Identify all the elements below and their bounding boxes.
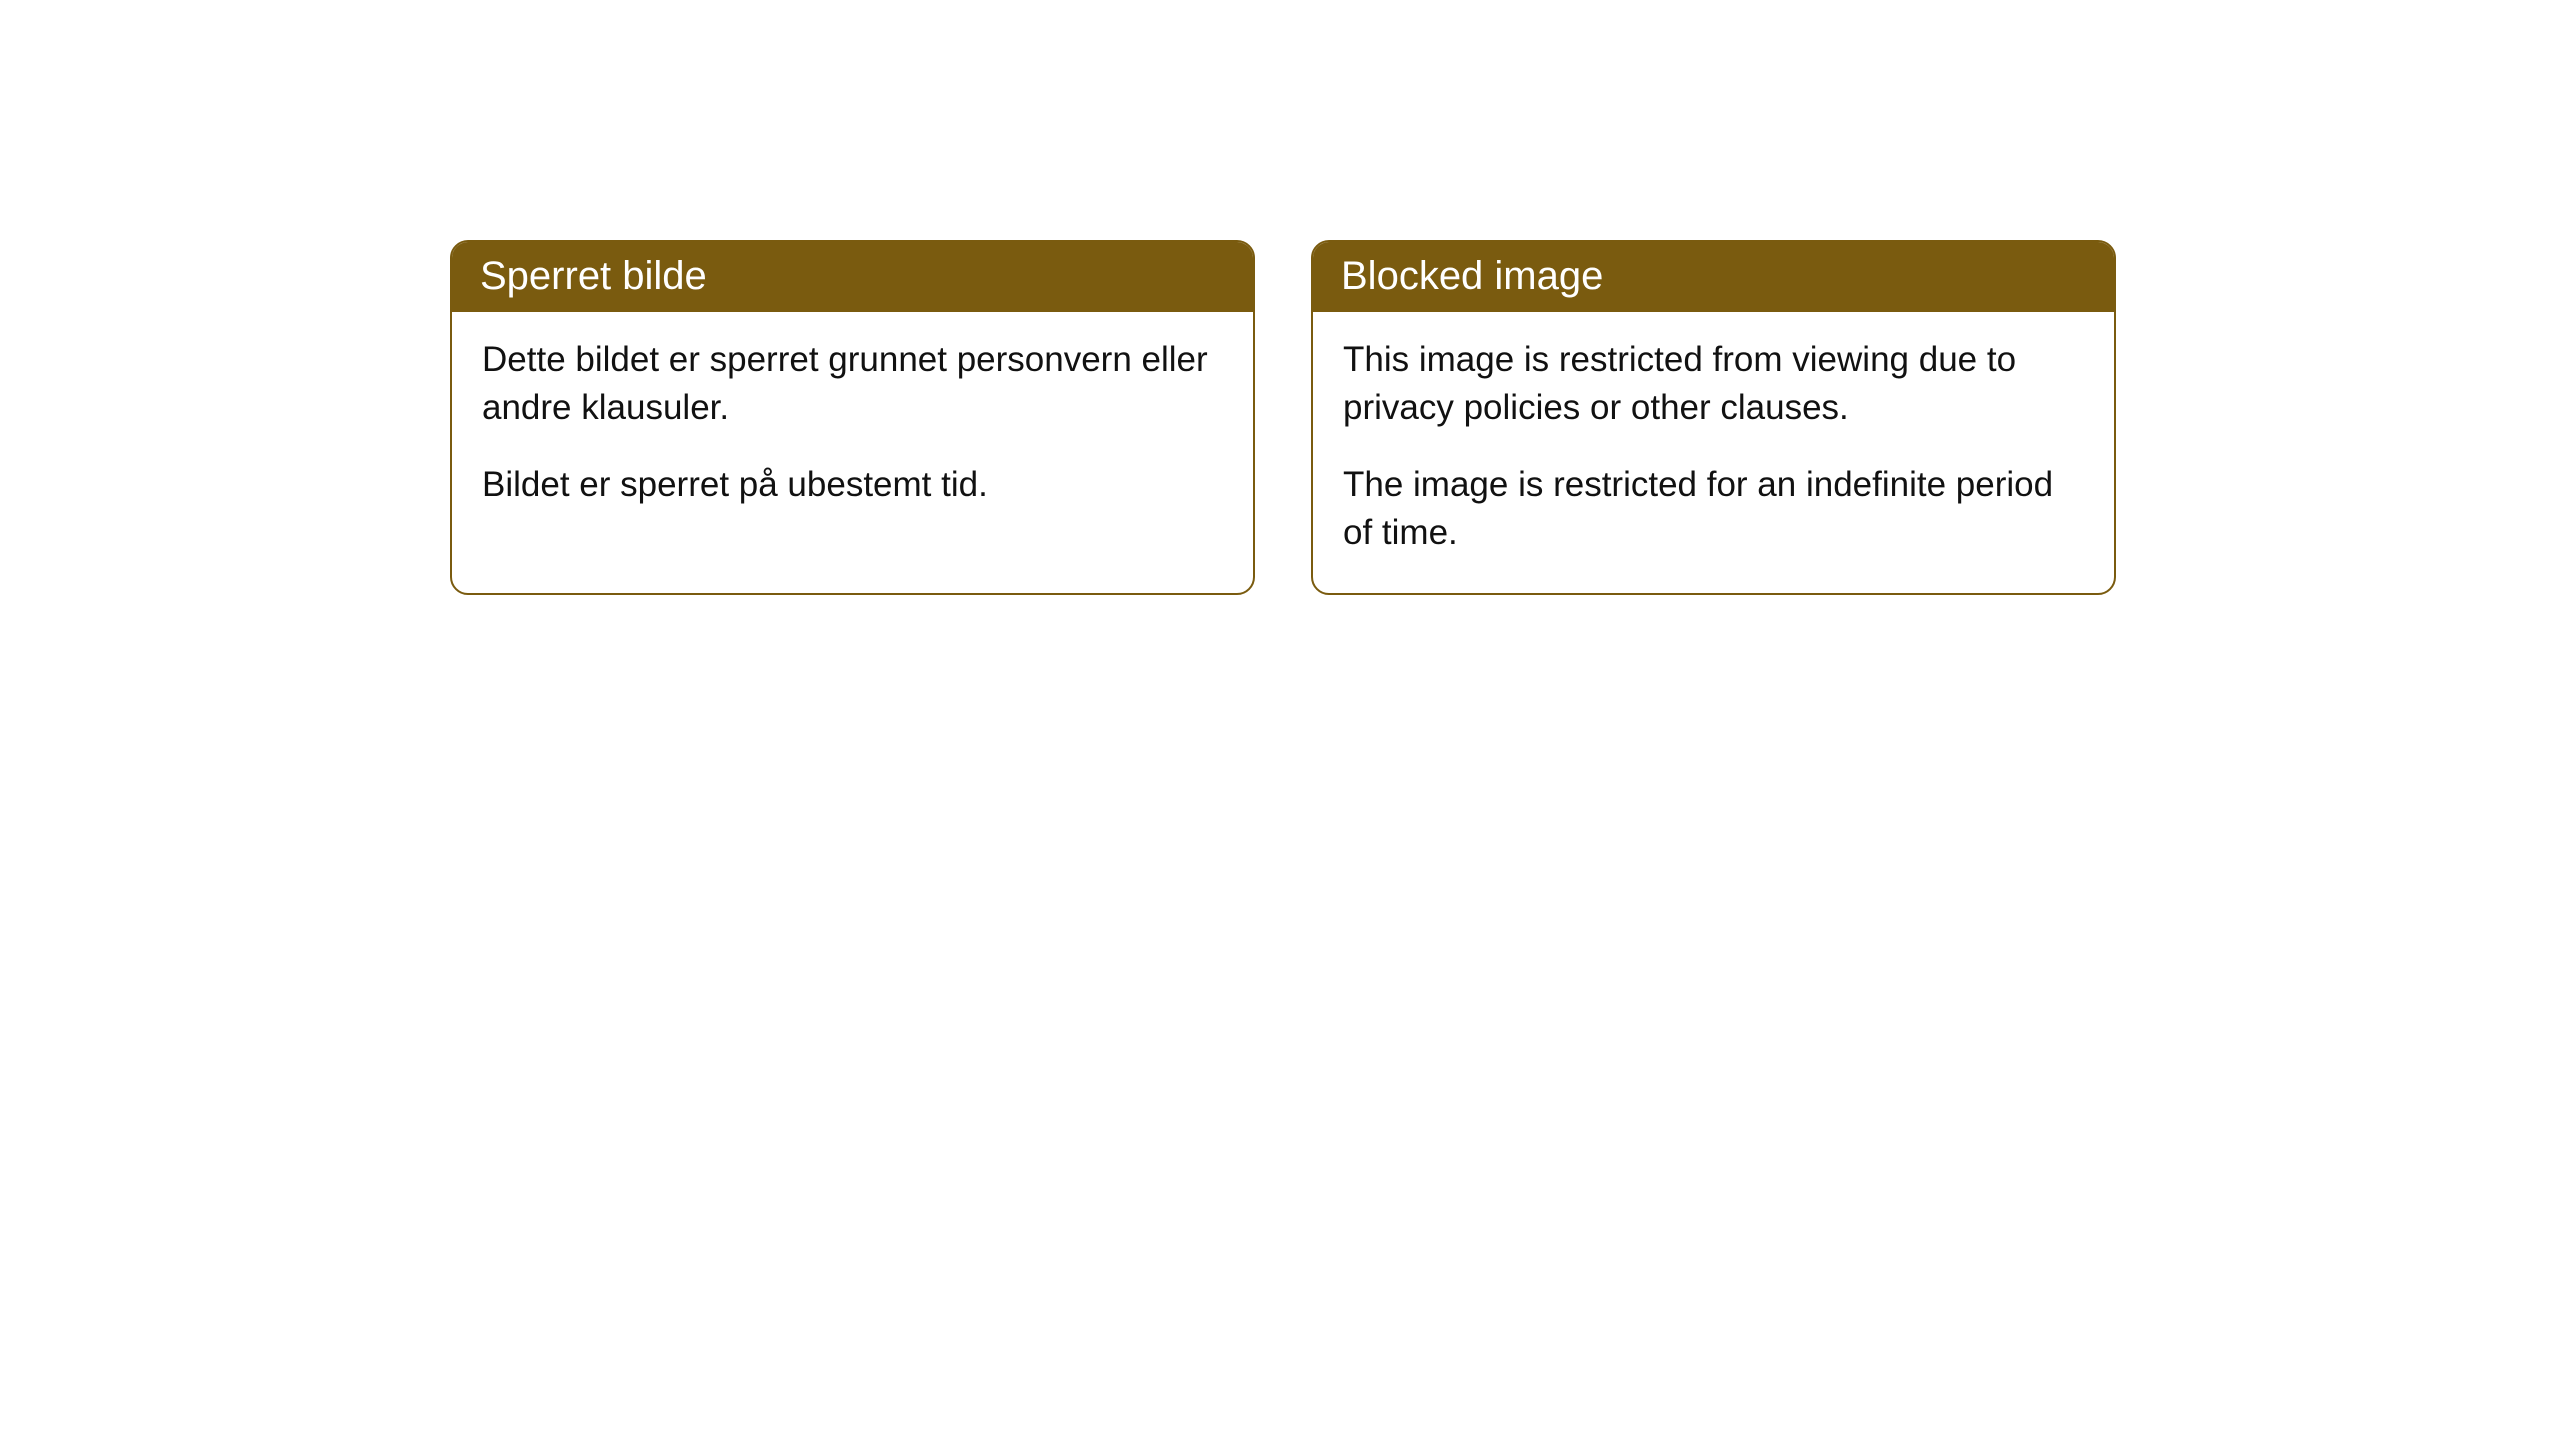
notice-cards-container: Sperret bilde Dette bildet er sperret gr…: [450, 240, 2116, 595]
card-body: This image is restricted from viewing du…: [1313, 312, 2114, 593]
card-header: Sperret bilde: [452, 242, 1253, 312]
card-paragraph: Dette bildet er sperret grunnet personve…: [482, 336, 1223, 433]
card-header: Blocked image: [1313, 242, 2114, 312]
card-paragraph: Bildet er sperret på ubestemt tid.: [482, 461, 1223, 509]
blocked-image-card-no: Sperret bilde Dette bildet er sperret gr…: [450, 240, 1255, 595]
card-paragraph: This image is restricted from viewing du…: [1343, 336, 2084, 433]
card-paragraph: The image is restricted for an indefinit…: [1343, 461, 2084, 558]
blocked-image-card-en: Blocked image This image is restricted f…: [1311, 240, 2116, 595]
card-body: Dette bildet er sperret grunnet personve…: [452, 312, 1253, 545]
